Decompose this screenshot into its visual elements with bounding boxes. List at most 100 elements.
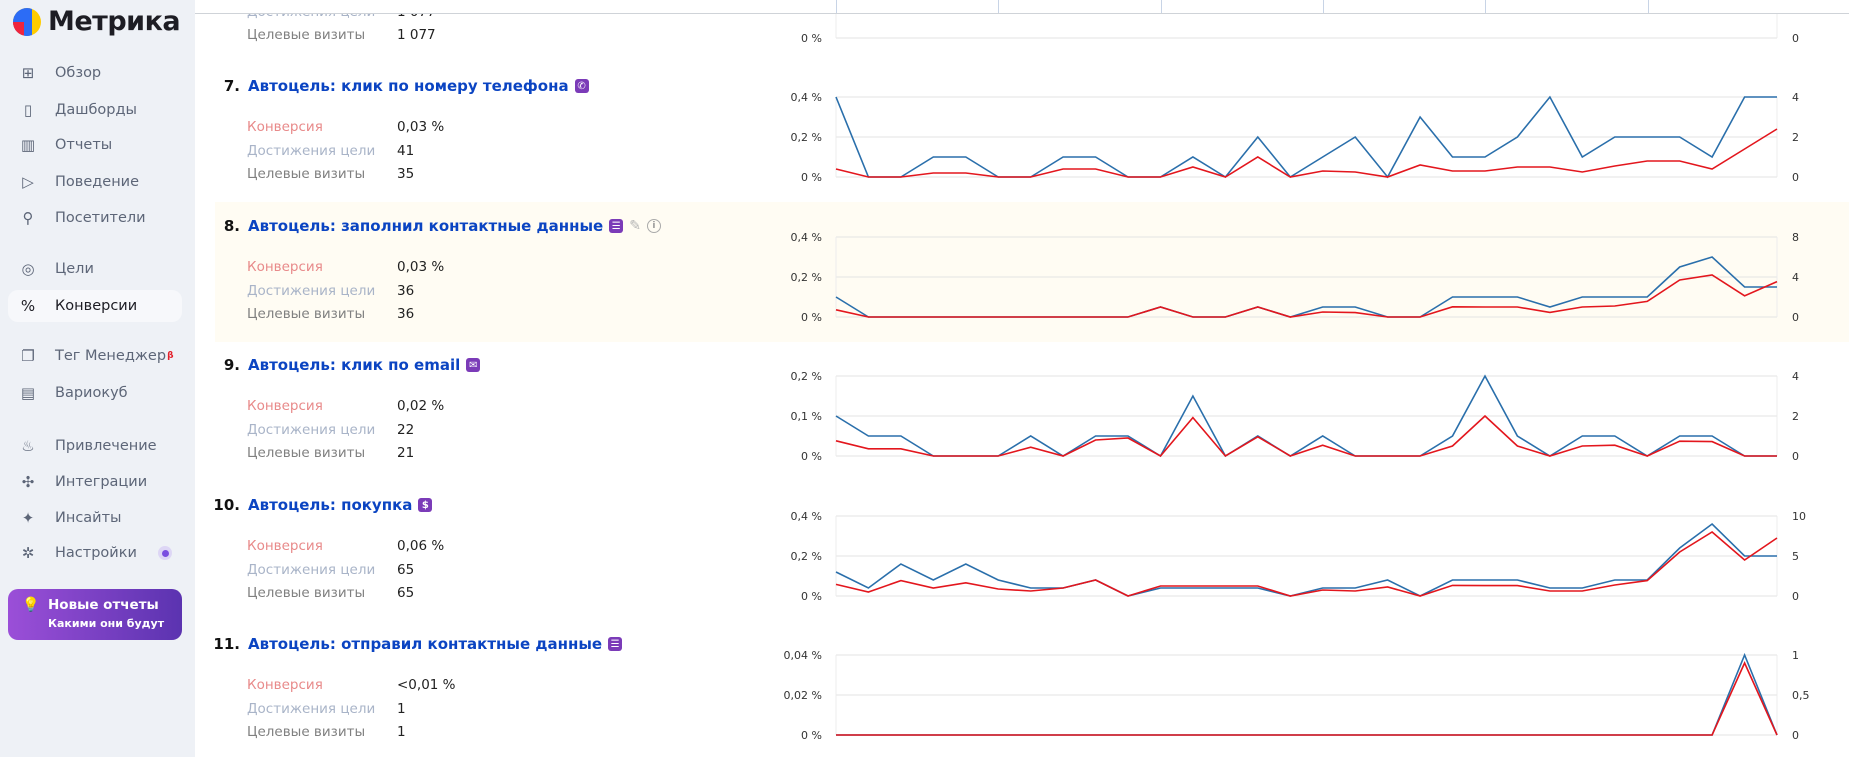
email-icon: ✉: [466, 358, 481, 372]
target-icon: ◎: [21, 260, 35, 278]
info-icon[interactable]: i: [646, 219, 661, 233]
header-divider: [1323, 0, 1324, 13]
goal-title: Автоцель: покупка: [248, 496, 413, 514]
goal-number: 11.: [213, 635, 240, 653]
visits-series-line: [835, 256, 1777, 318]
gear-icon: ✲: [21, 544, 35, 562]
metrika-logo-icon: [13, 7, 41, 36]
conversion-series-line: [835, 531, 1778, 597]
contact-card-icon: ☰: [608, 637, 623, 651]
left-axis-tick: 0 %: [801, 32, 822, 45]
metric-value-conversion: 0,02 %: [397, 398, 445, 414]
conversion-series-line: [836, 661, 1778, 736]
sidebar-item-12[interactable]: ✲ Настройки: [8, 537, 182, 569]
lightbulb-icon: 💡: [22, 597, 40, 613]
sidebar-item-label: Конверсии: [55, 298, 138, 314]
metric-label-visits: Целевые визиты: [247, 724, 366, 740]
left-axis-tick: 0,04 %: [784, 649, 822, 662]
left-axis-tick: 0,4 %: [791, 231, 822, 244]
metric-value-visits: 1 077: [397, 27, 436, 43]
user-icon: ⚲: [22, 209, 34, 227]
goal-chart: 0,4 % 0,2 % 0 % 10 5 0: [755, 501, 1849, 611]
new-reports-button[interactable]: 💡 Новые отчеты Какими они будут: [8, 589, 182, 640]
sidebar-item-7[interactable]: ❐ Тег Менеджер β: [8, 340, 182, 372]
goal-title: Автоцель: отправил контактные данные: [248, 635, 603, 653]
metric-label-conversion: Конверсия: [247, 398, 323, 414]
sidebar-item-6[interactable]: % Конверсии: [8, 290, 182, 322]
sidebar-item-10[interactable]: ✣ Интеграции: [8, 466, 182, 498]
line-chart: 0,4 % 0,2 % 0 % 8 4 0: [791, 231, 1799, 324]
goal-number: 9.: [223, 356, 240, 374]
left-axis-tick: 0,2 %: [791, 131, 822, 144]
metric-value-reaches: 65: [397, 562, 415, 578]
visits-series-line: [835, 522, 1777, 597]
metric-label-reaches: Достижения цели: [247, 143, 376, 159]
sidebar-item-label: Тег Менеджер: [55, 348, 167, 364]
sidebar-item-label: Посетители: [55, 210, 146, 226]
sidebar-item-label: Инсайты: [55, 510, 122, 526]
grid-icon: ⊞: [21, 64, 35, 82]
metric-value-conversion: 0,03 %: [397, 119, 445, 135]
metric-value-reaches: 41: [397, 143, 415, 159]
metric-label-visits: Целевые визиты: [247, 27, 366, 43]
logo-text: Метрика: [48, 6, 181, 37]
fire-icon: ♨: [21, 437, 35, 455]
goal-title-link[interactable]: Автоцель: отправил контактные данные ☰: [248, 635, 623, 653]
goal-block: 11. Автоцель: отправил контактные данные ☰…: [195, 620, 1849, 757]
goal-title-link[interactable]: Автоцель: покупка $: [248, 496, 433, 514]
metric-label-conversion: Конверсия: [247, 119, 323, 135]
goal-number: 7.: [223, 77, 240, 95]
sidebar-item-11[interactable]: ✦ Инсайты: [8, 502, 182, 534]
right-axis-tick: 4: [1792, 91, 1799, 104]
sidebar-item-3[interactable]: ▷ Поведение: [8, 166, 182, 198]
dashboard-icon: ▯: [23, 101, 33, 119]
puzzle-icon: ✣: [21, 473, 35, 491]
contact-card-icon: ☰: [609, 219, 624, 233]
metric-label-visits: Целевые визиты: [247, 445, 366, 461]
metric-value-visits: 35: [397, 166, 415, 182]
line-chart: 0,04 % 0,02 % 0 % 1 0,5 0: [784, 649, 1810, 742]
goal-chart: 0,4 % 0,2 % 0 % 4 2 0: [755, 82, 1849, 192]
beta-badge: β: [167, 351, 174, 361]
left-axis-tick: 0 %: [801, 311, 822, 324]
sidebar-item-8[interactable]: ▤ Вариокуб: [8, 377, 182, 409]
right-axis-tick: 4: [1792, 370, 1799, 383]
conversion-series-line: [835, 128, 1778, 178]
tag-manager-icon: ❐: [21, 347, 35, 365]
left-axis-tick: 0,2 %: [791, 550, 822, 563]
sidebar-item-9[interactable]: ♨ Привлечение: [8, 430, 182, 462]
metric-value-visits: 21: [397, 445, 415, 461]
metric-value-conversion: 0,06 %: [397, 538, 445, 554]
promo-title: Новые отчеты: [48, 597, 159, 613]
header-divider: [1485, 0, 1486, 13]
right-axis-tick: 0: [1792, 311, 1799, 324]
goal-chart: 0 % 0: [755, 0, 1849, 53]
right-axis-tick: 1: [1792, 649, 1799, 662]
right-axis-tick: 10: [1792, 510, 1806, 523]
header-divider: [836, 0, 837, 13]
goal-title-link[interactable]: Автоцель: клик по email ✉: [248, 356, 481, 374]
goal-title-link[interactable]: Автоцель: заполнил контактные данные ☰ ✎ i: [248, 217, 661, 235]
right-axis-tick: 0: [1792, 729, 1799, 742]
logo[interactable]: Метрика: [12, 6, 181, 37]
percent-icon: %: [20, 297, 36, 315]
metric-label-reaches: Достижения цели: [247, 562, 376, 578]
sidebar-item-2[interactable]: ▥ Отчеты: [8, 129, 182, 161]
metric-value-conversion: <0,01 %: [397, 677, 456, 693]
sidebar-item-1[interactable]: ▯ Дашборды: [8, 94, 182, 126]
left-axis-tick: 0,02 %: [784, 689, 822, 702]
sticky-header-border: [195, 0, 1849, 14]
sidebar-item-5[interactable]: ◎ Цели: [8, 253, 182, 285]
pencil-icon[interactable]: ✎: [629, 218, 641, 234]
left-axis-tick: 0,4 %: [791, 510, 822, 523]
sidebar-item-4[interactable]: ⚲ Посетители: [8, 202, 182, 234]
goal-number: 10.: [213, 496, 240, 514]
goal-title-link[interactable]: Автоцель: клик по номеру телефона ✆: [248, 77, 589, 95]
header-divider: [1161, 0, 1162, 13]
sidebar-item-0[interactable]: ⊞ Обзор: [8, 57, 182, 89]
metric-value-visits: 65: [397, 585, 415, 601]
goal-number: 8.: [223, 217, 240, 235]
line-chart: 0,2 % 0,1 % 0 % 4 2 0: [791, 370, 1799, 463]
right-axis-tick: 0: [1792, 450, 1799, 463]
sidebar-item-label: Поведение: [55, 174, 140, 190]
